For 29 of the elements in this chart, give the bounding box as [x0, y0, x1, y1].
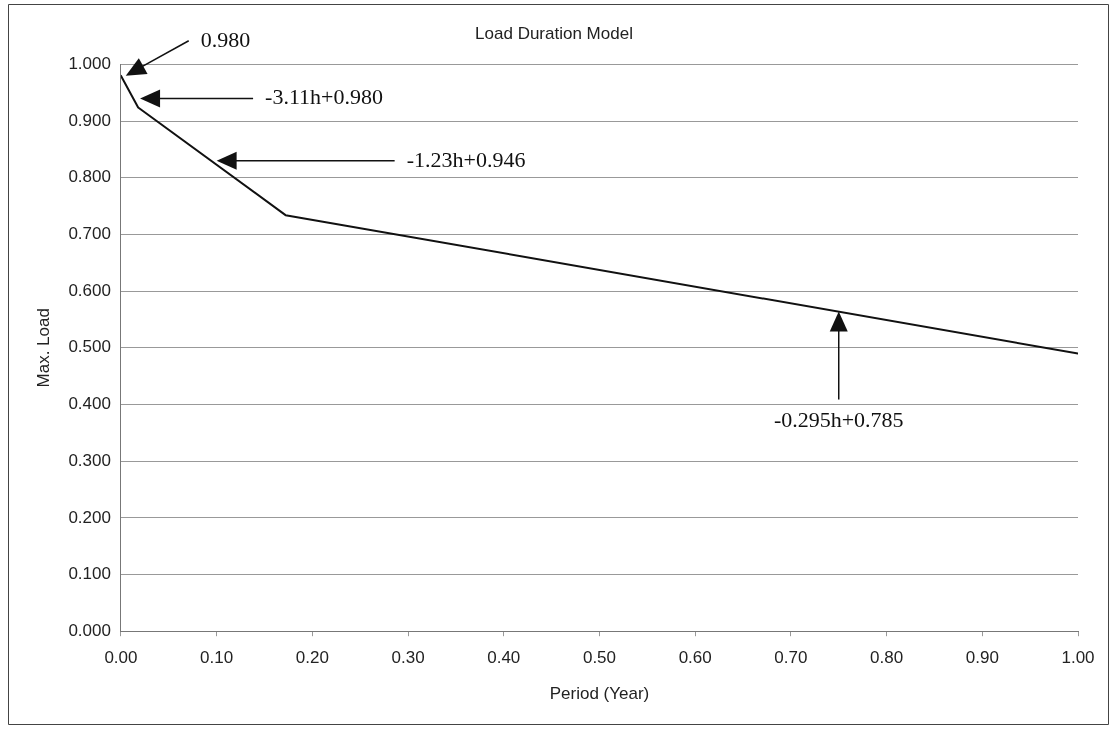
y-tick-label: 0.500	[68, 337, 111, 357]
y-tick-label: 0.000	[68, 620, 111, 640]
chart-title: Load Duration Model	[475, 23, 633, 43]
x-tick-label: 0.00	[104, 648, 138, 668]
x-axis-title: Period (Year)	[549, 684, 650, 704]
y-tick-label: 0.700	[68, 224, 111, 244]
x-tick-label: 0.40	[487, 648, 521, 668]
x-tick-label: 1.00	[1061, 648, 1095, 668]
x-tick-label: 0.60	[678, 648, 712, 668]
x-tick-label: 0.10	[200, 648, 234, 668]
x-tick-label: 0.90	[965, 648, 999, 668]
y-tick-label: 0.600	[68, 280, 111, 300]
y-tick-label: 1.000	[68, 54, 111, 74]
annotation: -1.23h+0.946	[406, 146, 526, 172]
y-tick-label: 0.300	[68, 450, 111, 470]
x-tick-label: 0.80	[870, 648, 904, 668]
annotation: -0.295h+0.785	[773, 407, 904, 433]
y-tick-label: 0.800	[68, 167, 111, 187]
x-tick-label: 0.70	[774, 648, 808, 668]
y-tick-label: 0.900	[68, 110, 111, 130]
annotation: -3.11h+0.980	[265, 84, 383, 110]
y-axis-title: Max. Load	[33, 308, 53, 388]
x-tick-label: 0.50	[582, 648, 617, 668]
text: 0.980	[200, 26, 251, 52]
y-tick-label: 0.100	[68, 564, 111, 584]
y-tick-label: 0.200	[68, 507, 111, 527]
x-tick-label: 0.20	[295, 648, 329, 668]
y-tick-label: 0.400	[68, 394, 111, 414]
x-tick-label: 0.30	[391, 648, 425, 668]
